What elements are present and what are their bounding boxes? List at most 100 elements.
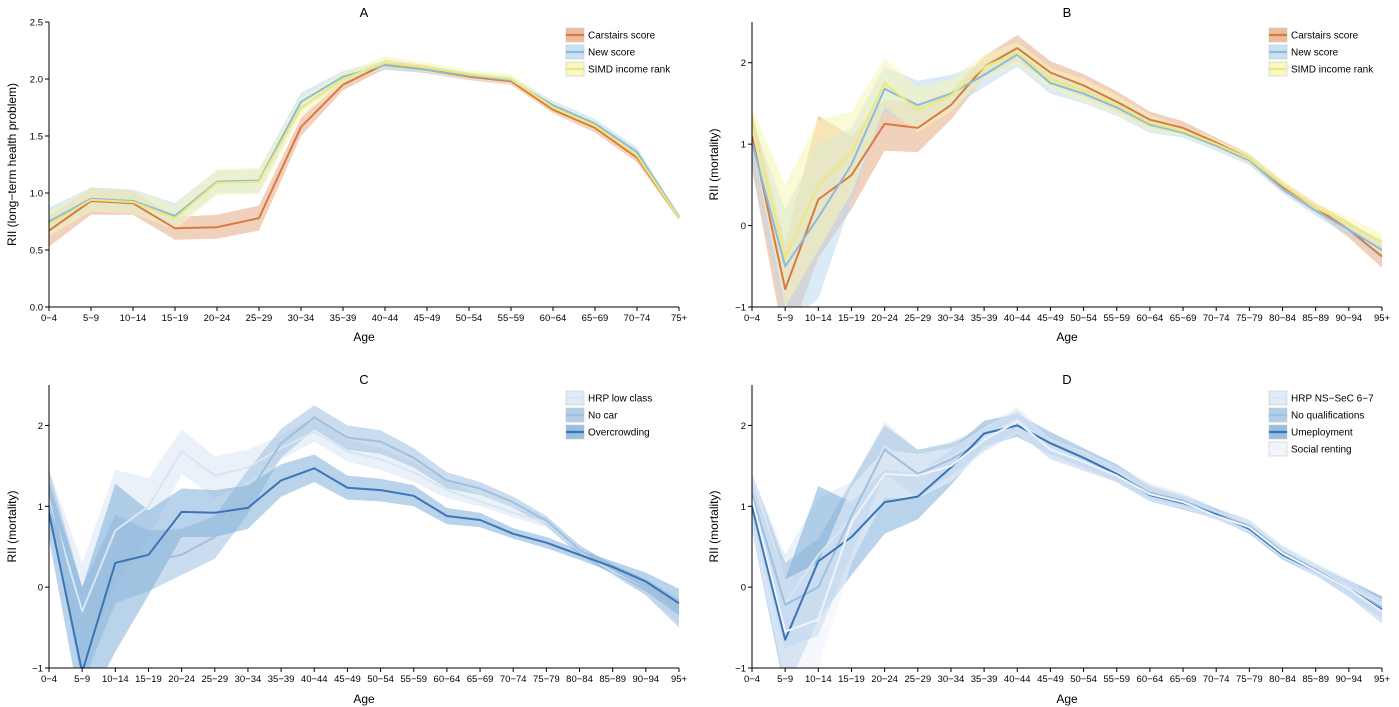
panel-d-legend-label-social-renting: Social renting — [1291, 445, 1352, 456]
panel-d-x-tick-label: 20−24 — [871, 674, 898, 685]
panel-d-x-tick-label: 40−44 — [1004, 674, 1031, 685]
panel-a-x-tick-label: 70−74 — [624, 313, 651, 324]
panel-d-plot-area — [752, 407, 1383, 668]
panel-b-y-tick-label: 0 — [741, 221, 746, 232]
panel-b-legend-label-simd-income-rank: SIMD income rank — [1291, 65, 1374, 76]
panel-c-x-tick-label: 25−29 — [201, 674, 228, 685]
panel-a-legend-label-new-score: New score — [588, 48, 636, 59]
panel-b-y-tick-label: −1 — [735, 303, 746, 314]
panel-c-x-tick-label: 30−34 — [235, 674, 262, 685]
panel-c-legend: HRP low class No car Overcrowding — [565, 390, 652, 440]
panel-c-x-tick-label: 65−69 — [467, 674, 494, 685]
panel-b-x-tick-label: 60−64 — [1137, 313, 1164, 324]
panel-d-x-tick-label: 5−9 — [777, 674, 793, 685]
panel-b-x-tick-label: 35−39 — [971, 313, 998, 324]
panel-a-x-tick-label: 15−19 — [162, 313, 189, 324]
panel-a-x-tick-label: 50−54 — [456, 313, 483, 324]
panel-a-x-tick-label: 60−64 — [540, 313, 567, 324]
panel-d-y-tick-label: 1 — [741, 502, 746, 513]
panel-c-x-tick-label: 70−74 — [500, 674, 527, 685]
panel-c-x-axis-label: Age — [353, 692, 375, 706]
panel-c-y-tick-label: 0 — [38, 583, 43, 594]
panel-c-y-tick-label: −1 — [32, 664, 43, 675]
panel-d-x-tick-label: 70−74 — [1203, 674, 1230, 685]
panel-d-y-tick-label: 0 — [741, 583, 746, 594]
panel-d-x-tick-label: 25−29 — [904, 674, 931, 685]
panel-d-y-tick-label: −1 — [735, 664, 746, 675]
panel-d-x-tick-label: 80−84 — [1269, 674, 1296, 685]
panel-b-x-tick-label: 25−29 — [904, 313, 931, 324]
panel-a: A 0.0 0.5 1.0 1.5 2.0 2.5 0−4 5−9 10−14 15−19 20−24… — [5, 5, 688, 344]
panel-a-x-tick-label: 30−34 — [288, 313, 315, 324]
panel-b-x-tick-label: 80−84 — [1269, 313, 1296, 324]
panel-c-y-tick-label: 1 — [38, 502, 43, 513]
panel-c-x-tick-label: 75−79 — [533, 674, 560, 685]
panel-d-x-tick-label: 60−64 — [1137, 674, 1164, 685]
panel-a-x-tick-label: 10−14 — [120, 313, 147, 324]
panel-d-title: D — [1062, 372, 1071, 387]
panel-b-y-tick-label: 1 — [741, 140, 746, 151]
panel-a-x-tick-label: 55−59 — [498, 313, 525, 324]
panel-a-band-carstairs-score — [49, 59, 679, 247]
panel-a-y-tick-label: 2.5 — [30, 18, 43, 29]
panel-a-x-tick-label: 65−69 — [582, 313, 609, 324]
panel-a-line-carstairs-score — [49, 63, 680, 232]
panel-b-legend-label-carstairs-score: Carstairs score — [1291, 31, 1359, 42]
panel-b-x-tick-label: 5−9 — [777, 313, 793, 324]
panel-c-x-tick-label: 10−14 — [102, 674, 129, 685]
panel-c-y-axis-label: RII (mortality) — [5, 490, 19, 562]
panel-c-x-tick-label: 20−24 — [168, 674, 195, 685]
panel-c-x-tick-label: 40−44 — [301, 674, 328, 685]
panel-c-legend-label-hrp-low-class: HRP low class — [588, 394, 652, 405]
panel-d-x-tick-label: 10−14 — [805, 674, 832, 685]
panel-c-x-tick-label: 85−89 — [599, 674, 626, 685]
panel-b-x-tick-label: 65−69 — [1170, 313, 1197, 324]
panel-c-x-tick-label: 80−84 — [566, 674, 593, 685]
panel-d-x-tick-label: 95+ — [1374, 674, 1391, 685]
panel-c-line-no-car — [49, 416, 680, 637]
panel-d-legend-label-umeployment: Umeployment — [1291, 428, 1353, 439]
panel-c-x-tick-label: 60−64 — [434, 674, 461, 685]
panel-c-band-hrp-low-class — [49, 417, 679, 660]
panel-b-y-tick-label: 2 — [741, 58, 746, 69]
panel-c-y-tick-label: 2 — [38, 421, 43, 432]
panel-d-x-tick-label: 85−89 — [1302, 674, 1329, 685]
panel-b-x-tick-label: 55−59 — [1103, 313, 1130, 324]
panel-b-x-tick-label: 15−19 — [838, 313, 865, 324]
panel-b-x-tick-label: 95+ — [1374, 313, 1391, 324]
panel-d-x-tick-label: 50−54 — [1070, 674, 1097, 685]
panel-a-x-tick-label: 20−24 — [204, 313, 231, 324]
panel-c-legend-label-no-car: No car — [588, 411, 618, 422]
panel-b-x-tick-label: 70−74 — [1203, 313, 1230, 324]
panel-a-title: A — [360, 5, 369, 20]
panel-d-x-tick-label: 35−39 — [971, 674, 998, 685]
panel-d-line-umeployment — [752, 424, 1383, 641]
panel-b-line-carstairs-score — [752, 47, 1383, 291]
panel-b-x-tick-label: 0−4 — [744, 313, 760, 324]
panel-b-legend: Carstairs score New score SIMD income rank — [1268, 27, 1374, 77]
panel-b-line-new-score — [752, 53, 1383, 268]
panel-c-line-overcrowding — [49, 467, 680, 668]
panel-b-x-tick-label: 85−89 — [1302, 313, 1329, 324]
panel-d-line-social-renting — [752, 420, 1383, 633]
panel-a-line-simd-income-rank — [49, 62, 680, 226]
panel-d-legend-label-hrp-ns-sec-6-7: HRP NS−SeC 6−7 — [1291, 394, 1374, 405]
panel-c-legend-label-overcrowding: Overcrowding — [588, 428, 650, 439]
panel-a-x-tick-label: 40−44 — [372, 313, 399, 324]
panel-a-x-tick-label: 75+ — [671, 313, 688, 324]
panel-c-x-tick-label: 15−19 — [135, 674, 162, 685]
panel-d-band-social-renting — [752, 409, 1382, 668]
panel-d: D −1 0 1 2 0−4 5−9 10−14 15−19 20−24 25−29 30−34 35−… — [707, 372, 1391, 706]
panel-b-plot-area — [752, 35, 1383, 307]
panel-b-x-tick-label: 20−24 — [871, 313, 898, 324]
panel-b-line-simd-income-rank — [752, 51, 1383, 260]
panel-c: C −1 0 1 2 0−4 5−9 10−14 15−19 20−24 25−29 30−34 35−… — [5, 372, 688, 706]
panel-d-x-tick-label: 45−49 — [1037, 674, 1064, 685]
panel-d-x-axis-label: Age — [1056, 692, 1078, 706]
panel-b-x-tick-label: 40−44 — [1004, 313, 1031, 324]
panel-b-title: B — [1063, 5, 1072, 20]
panel-b: B −1 0 1 2 0−4 5−9 10−14 15−19 20−24 25−29 30−34 35−… — [707, 5, 1391, 344]
panel-b-legend-label-new-score: New score — [1291, 48, 1339, 59]
panel-a-plot-area — [49, 56, 680, 247]
panel-c-x-tick-label: 45−49 — [334, 674, 361, 685]
